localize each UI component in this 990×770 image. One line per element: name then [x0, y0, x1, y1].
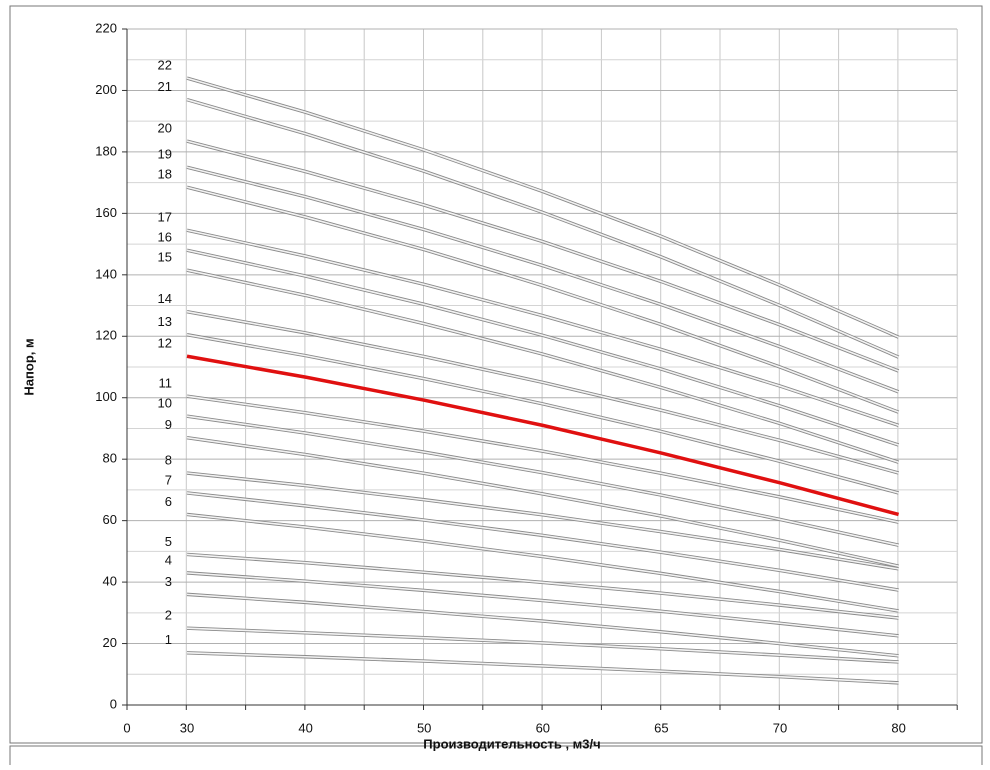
series-label: 11 [159, 376, 173, 391]
series-label: 1 [165, 632, 172, 647]
series-line [186, 492, 899, 591]
footer-frame [9, 745, 983, 770]
series-line [186, 186, 899, 413]
x-tick-label: 40 [298, 720, 312, 735]
series-line [186, 593, 899, 657]
series-line [186, 249, 899, 446]
series-line-outline [186, 98, 900, 359]
series-label: 8 [165, 452, 172, 467]
series-line [186, 310, 899, 474]
y-tick-label: 200 [95, 82, 117, 97]
y-tick-label: 100 [95, 389, 117, 404]
series-line [186, 77, 899, 338]
series-label: 22 [158, 58, 172, 73]
series-label: 18 [158, 167, 172, 182]
series-line [186, 572, 899, 637]
y-tick-label: 140 [95, 266, 117, 281]
y-tick-label: 40 [103, 574, 117, 589]
x-tick-label: 30 [180, 720, 194, 735]
x-tick-label: 0 [123, 720, 130, 735]
y-tick-label: 160 [95, 205, 117, 220]
series-line [186, 333, 899, 494]
series-line-outline [186, 268, 900, 464]
y-tick-label: 120 [95, 328, 117, 343]
series-line-outline [186, 435, 899, 568]
series-label: 20 [158, 121, 172, 136]
series-label: 7 [165, 472, 172, 487]
series-line-outline [186, 248, 900, 447]
x-tick-label: 60 [536, 720, 550, 735]
series-label: 19 [158, 147, 172, 162]
series-line [186, 98, 899, 358]
y-tick-label: 80 [103, 451, 117, 466]
series-label: 6 [165, 494, 172, 509]
series-line [186, 627, 899, 663]
series-label: 12 [158, 336, 172, 351]
series-line-outline [186, 76, 900, 339]
x-tick-label: 70 [773, 720, 787, 735]
series-line-outline [186, 165, 900, 394]
series-line [186, 229, 899, 427]
series-label: 17 [158, 210, 172, 225]
series-label: 5 [165, 534, 172, 549]
y-axis-title: Напор, м [21, 338, 36, 395]
series-label: 9 [165, 417, 172, 432]
series-line [186, 651, 899, 684]
x-axis-title: Производительность , м3/ч [423, 736, 600, 751]
series-line [186, 472, 899, 570]
y-tick-label: 220 [95, 20, 117, 35]
series-label: 3 [165, 574, 172, 589]
series-line [186, 513, 899, 612]
series-line [186, 436, 899, 567]
series-line-outline [186, 333, 900, 495]
series-label: 16 [158, 230, 172, 245]
series-line-outline [186, 552, 899, 620]
series-label: 15 [158, 250, 172, 265]
x-tick-label: 50 [417, 720, 431, 735]
series-line [186, 354, 900, 517]
series-label: 4 [165, 552, 172, 567]
series-label: 10 [158, 396, 172, 411]
series-label: 14 [158, 291, 172, 306]
y-tick-label: 20 [103, 635, 117, 650]
y-tick-label: 60 [103, 512, 117, 527]
series-label: 2 [165, 608, 172, 623]
series-label: 13 [158, 314, 172, 329]
y-tick-label: 180 [95, 143, 117, 158]
series-line [186, 395, 899, 523]
series-line [186, 166, 899, 393]
series-line [186, 140, 899, 372]
series-line [186, 415, 899, 546]
x-tick-label: 65 [654, 720, 668, 735]
chart-frame [9, 5, 983, 744]
series-line [186, 553, 899, 619]
x-tick-label: 80 [891, 720, 905, 735]
series-label: 21 [158, 79, 172, 94]
y-tick-label: 0 [110, 696, 117, 711]
series-line [186, 269, 899, 464]
series-line-outline [186, 185, 900, 414]
